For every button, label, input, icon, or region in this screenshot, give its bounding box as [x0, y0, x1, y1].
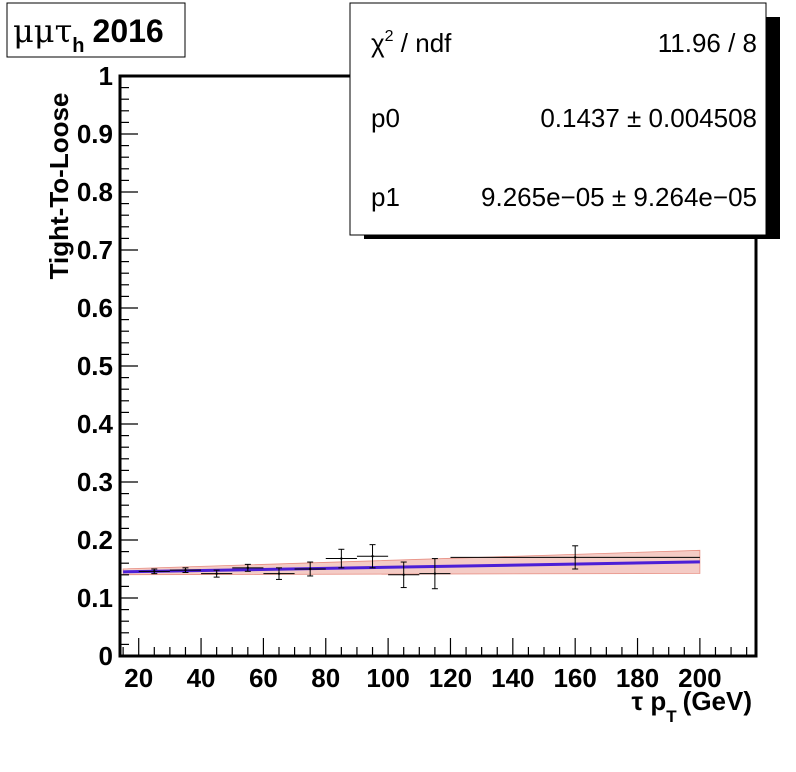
- y-tick-label: 0.9: [77, 119, 113, 149]
- data-point: [138, 568, 170, 575]
- point-marker: [340, 557, 343, 560]
- channel-sub-label: h: [72, 35, 84, 57]
- data-point: [450, 545, 700, 570]
- x-axis-title: τ pT (GeV): [632, 686, 752, 726]
- y-tick-label: 0: [99, 641, 113, 671]
- data-point: [356, 544, 389, 569]
- y-axis: 0 0.1 0.2 0.3 0.4 0.5 0.6 0.7 0.8 0.9 1: [77, 61, 138, 671]
- stat-chi2-name: χ2 / ndf: [371, 28, 452, 58]
- data-point: [169, 567, 202, 573]
- point-marker: [433, 572, 437, 575]
- fit-stats-panel: [349, 2, 767, 236]
- data-point: [419, 558, 451, 590]
- y-tick-label: 0.1: [77, 583, 113, 613]
- year-label: 2016: [93, 13, 164, 49]
- data-point: [325, 548, 357, 569]
- channel-header-text: μμτh 2016: [13, 12, 164, 57]
- data-point: [201, 569, 233, 578]
- x-tick-label: 60: [249, 663, 278, 693]
- x-axis: 20 40 60 80 100 120 140 160 180 200: [122, 638, 748, 693]
- y-tick-label: 0.2: [77, 525, 113, 555]
- x-axis-title-sub: T: [666, 707, 677, 726]
- x-tick-label: 180: [616, 663, 659, 693]
- data-point: [388, 561, 420, 589]
- point-marker: [184, 568, 187, 572]
- stat-p1-name: p1: [371, 182, 400, 212]
- x-tick-label: 140: [491, 663, 534, 693]
- stat-p0-value: 0.1437 ± 0.004508: [540, 103, 757, 133]
- y-tick-label: 0.8: [77, 177, 113, 207]
- point-marker: [371, 555, 374, 558]
- y-tick-label: 0.5: [77, 351, 113, 381]
- x-tick-label: 160: [553, 663, 596, 693]
- y-tick-label: 0.7: [77, 235, 113, 265]
- x-tick-label: 120: [429, 663, 472, 693]
- stat-chi2-value: 11.96 / 8: [658, 28, 757, 58]
- channel-header-box: [6, 2, 186, 58]
- fit-stats-box: χ2 / ndf 11.96 / 8 p0 0.1437 ± 0.004508 …: [349, 2, 780, 239]
- x-tick-label: 80: [311, 663, 340, 693]
- stat-p0-name: p0: [371, 103, 400, 133]
- channel-header: μμτh 2016: [6, 2, 186, 58]
- x-tick-label: 40: [187, 663, 216, 693]
- y-tick-label: 1: [99, 61, 113, 91]
- y-tick-label: 0.3: [77, 467, 113, 497]
- point-marker: [277, 572, 281, 575]
- x-tick-label: 20: [124, 663, 153, 693]
- x-tick-label: 200: [678, 663, 721, 693]
- x-tick-label: 100: [366, 663, 409, 693]
- x-axis-title-unit: (GeV): [683, 686, 752, 716]
- data-point: [263, 567, 295, 580]
- y-tick-label: 0.4: [77, 409, 114, 439]
- point-marker: [402, 573, 405, 576]
- data-points-layer: [138, 544, 700, 590]
- point-marker: [308, 567, 312, 571]
- point-marker: [153, 570, 156, 573]
- stat-p1-value: 9.265e−05 ± 9.264e−05: [481, 182, 757, 212]
- data-point: [232, 563, 264, 572]
- data-point: [294, 561, 326, 577]
- x-axis-title-main: τ p: [632, 686, 667, 716]
- point-marker: [246, 566, 250, 570]
- y-axis-title: Tight-To-Loose: [44, 93, 74, 280]
- point-marker: [573, 556, 577, 559]
- channel-label: μμτ: [13, 12, 72, 50]
- point-marker: [215, 572, 218, 575]
- y-tick-label: 0.6: [77, 293, 113, 323]
